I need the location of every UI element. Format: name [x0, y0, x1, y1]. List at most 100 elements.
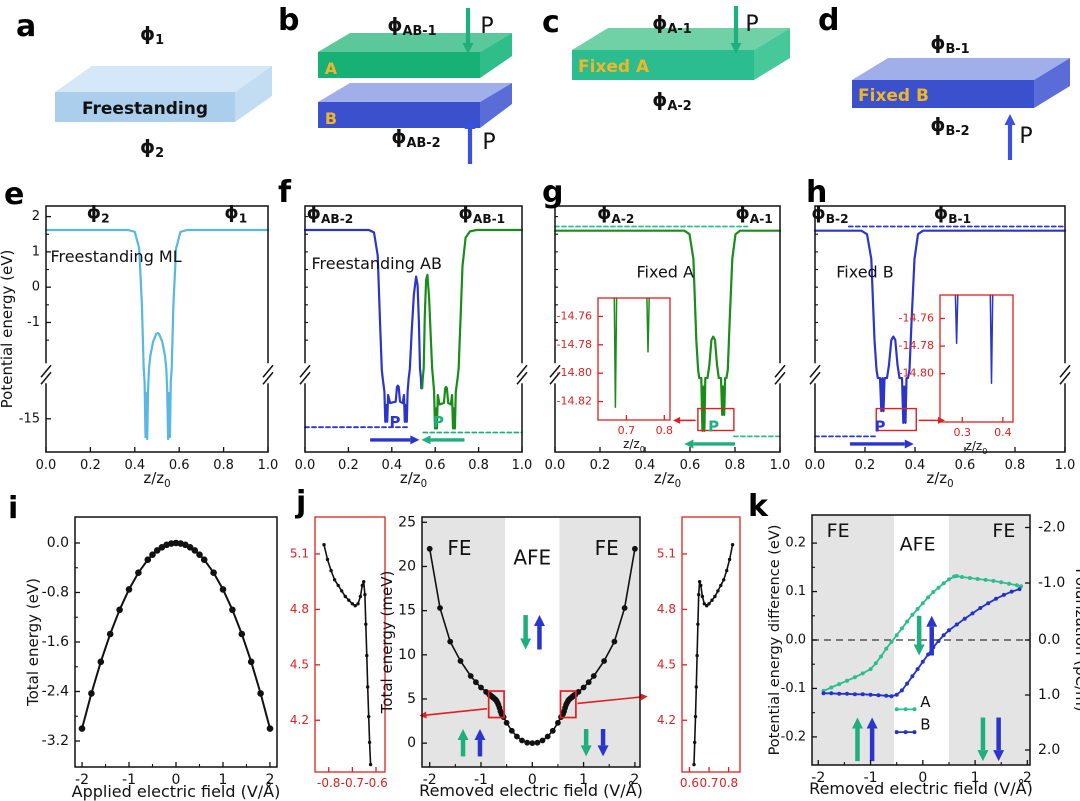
svg-text:0.4: 0.4 [635, 458, 656, 473]
svg-text:-14.80: -14.80 [557, 366, 592, 379]
panel-j-right-inset-chart: 0.6 0.7 0.8 5.1 4.8 4.5 4.2 [657, 516, 741, 790]
svg-text:0.2: 0.2 [338, 458, 359, 473]
svg-text:0.4: 0.4 [905, 458, 926, 473]
svg-text:P: P [875, 417, 886, 435]
panel-letter-e: e [4, 177, 25, 212]
svg-text:-1: -1 [27, 315, 40, 330]
svg-text:AFE: AFE [900, 533, 936, 555]
svg-text:Fixed B: Fixed B [836, 262, 894, 281]
svg-text:4.5: 4.5 [290, 657, 309, 671]
schematic-a: Freestanding ϕ1 ϕ2 [55, 23, 272, 161]
panel-h-inset-chart: 0.3 0.4 -14.76 -14.78 -14.80 z/z0 [899, 294, 1014, 456]
svg-text:1: 1 [32, 244, 40, 259]
svg-text:0.7: 0.7 [618, 424, 636, 437]
panel-letter-a: a [16, 9, 37, 44]
svg-text:5.1: 5.1 [290, 546, 309, 560]
svg-text:4.8: 4.8 [657, 602, 676, 616]
svg-text:1.0: 1.0 [258, 458, 279, 473]
svg-text:A: A [920, 693, 931, 711]
panel-j-left-inset-chart: -0.8 -0.7 -0.6 5.1 4.8 4.5 4.2 [290, 516, 388, 790]
svg-text:5: 5 [407, 691, 416, 707]
svg-text:-14.82: -14.82 [557, 395, 592, 408]
svg-text:-1.0: -1.0 [1038, 575, 1065, 591]
svg-text:1: 1 [579, 772, 588, 788]
svg-text:1.0: 1.0 [1055, 458, 1076, 473]
svg-text:-0.1: -0.1 [781, 681, 806, 696]
svg-text:Removed electric field (V/Å): Removed electric field (V/Å) [809, 779, 1033, 798]
svg-text:-0.8: -0.8 [317, 776, 340, 790]
panel-k-chart: FE AFE FE AB -2 -1 0 1 2 0.2 0.1 0.0 -0.1 -0.2 -2.0 -1.… [767, 514, 1080, 798]
svg-text:1.0: 1.0 [1038, 687, 1060, 703]
svg-text:0.4: 0.4 [994, 426, 1012, 439]
svg-text:0.6: 0.6 [680, 458, 701, 473]
svg-text:4.2: 4.2 [657, 713, 676, 727]
svg-text:P: P [480, 14, 493, 39]
svg-text:4.5: 4.5 [657, 657, 676, 671]
svg-text:0.8: 0.8 [468, 458, 489, 473]
panel-letter-g: g [542, 175, 564, 210]
svg-text:A: A [325, 59, 338, 78]
svg-text:P: P [1019, 124, 1032, 149]
svg-text:-2.0: -2.0 [1038, 520, 1065, 536]
svg-text:0.0: 0.0 [295, 458, 316, 473]
svg-text:0.8: 0.8 [213, 458, 234, 473]
svg-text:-3.2: -3.2 [42, 733, 69, 749]
svg-text:0.2: 0.2 [590, 458, 611, 473]
svg-text:25: 25 [398, 514, 416, 530]
svg-text:-0.7: -0.7 [341, 776, 364, 790]
svg-text:0.2: 0.2 [80, 458, 101, 473]
svg-text:P: P [390, 413, 401, 431]
svg-text:4.8: 4.8 [290, 602, 309, 616]
panel-letter-f: f [278, 175, 292, 210]
panel-letter-c: c [542, 5, 560, 40]
svg-text:z/z0: z/z0 [654, 469, 681, 490]
svg-text:ϕB-2: ϕB-2 [930, 114, 969, 139]
panel-letter-b: b [278, 3, 300, 38]
svg-text:-0.2: -0.2 [781, 729, 806, 744]
svg-text:-14.76: -14.76 [557, 309, 592, 322]
svg-text:2: 2 [630, 772, 639, 788]
svg-text:0.6: 0.6 [169, 458, 190, 473]
svg-text:0.8: 0.8 [656, 424, 674, 437]
svg-text:Fixed B: Fixed B [858, 86, 929, 106]
svg-text:Total energy (meV): Total energy (meV) [378, 571, 396, 715]
svg-text:5.1: 5.1 [657, 546, 676, 560]
svg-text:-0.8: -0.8 [42, 584, 69, 600]
svg-text:Removed electric field (V/Å): Removed electric field (V/Å) [419, 781, 643, 800]
svg-text:-1.6: -1.6 [42, 634, 69, 650]
svg-text:FE: FE [447, 536, 471, 560]
svg-text:0.7: 0.7 [699, 776, 718, 790]
svg-text:Applied electric field (V/Å): Applied electric field (V/Å) [72, 782, 281, 801]
svg-text:20: 20 [398, 558, 416, 574]
svg-text:ϕAB-1: ϕAB-1 [387, 14, 436, 39]
svg-text:ϕAB-2: ϕAB-2 [391, 126, 440, 151]
svg-text:ϕB-1: ϕB-1 [930, 32, 969, 57]
svg-text:0: 0 [918, 770, 927, 786]
svg-text:ϕA-1: ϕA-1 [652, 12, 691, 37]
svg-text:P: P [745, 12, 758, 37]
svg-text:0.6: 0.6 [955, 458, 976, 473]
svg-text:0: 0 [172, 772, 181, 788]
svg-text:0.8: 0.8 [719, 776, 738, 790]
svg-text:P: P [482, 130, 495, 155]
svg-text:-1: -1 [864, 770, 878, 786]
svg-text:-14.78: -14.78 [557, 338, 592, 351]
svg-text:10: 10 [398, 647, 416, 663]
panel-letter-d: d [818, 3, 840, 38]
svg-text:15: 15 [398, 603, 416, 619]
svg-text:0.4: 0.4 [381, 458, 402, 473]
svg-text:0.0: 0.0 [47, 535, 69, 551]
svg-text:Fixed A: Fixed A [578, 57, 650, 77]
svg-text:1: 1 [971, 770, 980, 786]
svg-text:FE: FE [827, 520, 850, 542]
svg-text:ϕ2: ϕ2 [140, 136, 164, 161]
svg-text:0.2: 0.2 [785, 536, 806, 551]
svg-text:B: B [920, 716, 930, 734]
svg-text:-1: -1 [474, 772, 488, 788]
svg-text:0.2: 0.2 [855, 458, 876, 473]
